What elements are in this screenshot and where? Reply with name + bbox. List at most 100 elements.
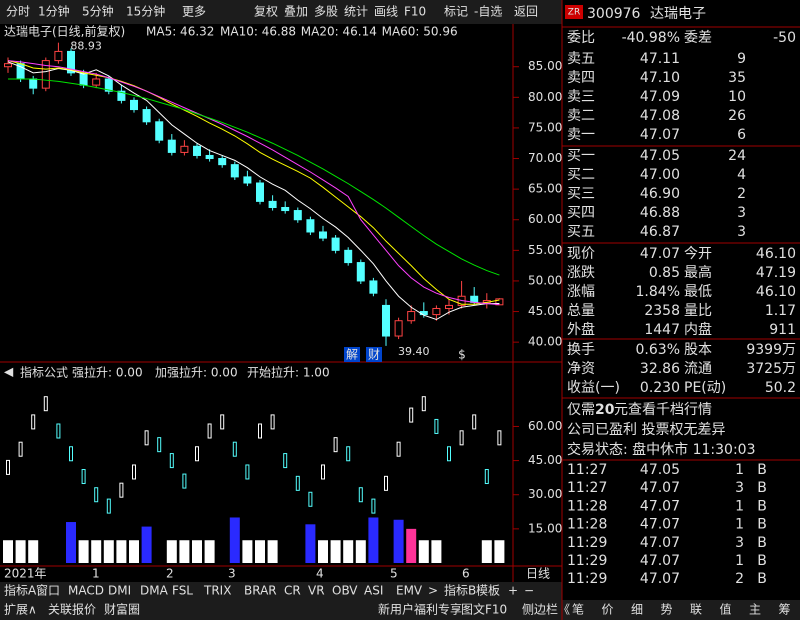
- signal-bar: [255, 540, 265, 563]
- label: 卖三: [567, 89, 595, 105]
- trade-volume: 1: [735, 553, 744, 569]
- label: 买三: [567, 186, 595, 202]
- event-marker[interactable]: 解: [346, 348, 358, 362]
- toolbar-button[interactable]: 统计: [344, 5, 368, 19]
- event-marker[interactable]: 财: [368, 348, 380, 362]
- value: 0.230: [640, 380, 680, 396]
- y-tick-label: 45.00: [528, 453, 562, 467]
- trade-time: 11:28: [567, 517, 607, 533]
- oscillator: [358, 487, 363, 503]
- tab[interactable]: 侧边栏《: [522, 602, 570, 617]
- candle-body: [142, 109, 151, 123]
- quote-tab[interactable]: 笔: [572, 602, 584, 617]
- signal-bar: [418, 540, 429, 563]
- tab[interactable]: +: [508, 584, 518, 598]
- period[interactable]: 日线: [526, 567, 550, 581]
- trade-time: 11:29: [567, 535, 607, 551]
- candle-body: [256, 182, 264, 202]
- toolbar-button[interactable]: 分时: [6, 5, 30, 19]
- tab[interactable]: VR: [308, 584, 325, 598]
- high-annotation: 88.93: [70, 40, 102, 53]
- toolbar-button[interactable]: 5分钟: [82, 4, 114, 19]
- indicator-name[interactable]: 指标公式: [20, 365, 68, 380]
- x-label: 4: [316, 567, 324, 581]
- value: 47.07: [640, 246, 680, 262]
- tab[interactable]: 模板: [476, 584, 500, 598]
- toolbar-button[interactable]: 叠加: [284, 5, 308, 19]
- quote-tab[interactable]: 价: [601, 603, 613, 617]
- collapse-icon[interactable]: ◀: [4, 365, 14, 379]
- tab[interactable]: EMV: [396, 584, 423, 598]
- tab[interactable]: 新用户福利专享: [378, 602, 462, 617]
- signal-bar: [166, 540, 177, 563]
- signal-bar: [15, 540, 26, 563]
- label: 流通: [684, 361, 712, 377]
- quote-tab[interactable]: 值: [719, 602, 731, 617]
- tab[interactable]: DMA: [140, 584, 169, 598]
- value: 50.2: [765, 380, 796, 396]
- oscillator: [69, 446, 73, 462]
- quote-tab[interactable]: 主: [749, 603, 761, 617]
- tab[interactable]: MACD: [68, 584, 104, 598]
- volume: 9: [737, 51, 746, 67]
- toolbar-button[interactable]: 1分钟: [38, 4, 70, 19]
- tab[interactable]: DMI: [108, 584, 131, 598]
- tab[interactable]: 指标B: [444, 583, 476, 598]
- candle-body: [4, 63, 12, 68]
- ma-legend: MA60: 50.96: [382, 25, 458, 39]
- tab[interactable]: 扩展∧: [4, 603, 37, 617]
- value: 46.10: [756, 246, 796, 262]
- tab[interactable]: CR: [284, 584, 301, 598]
- toolbar-button[interactable]: 多股: [314, 5, 338, 19]
- signal-bar: [66, 522, 76, 563]
- toolbar-button[interactable]: 返回: [514, 5, 538, 19]
- oscillator: [447, 446, 451, 462]
- quote-tab[interactable]: 势: [660, 603, 672, 617]
- candle-body: [104, 78, 113, 92]
- quote-tab[interactable]: 筹: [778, 603, 790, 617]
- toolbar-button[interactable]: 画线: [374, 5, 398, 19]
- tab[interactable]: −: [524, 584, 534, 598]
- y-tick-label: 80.00: [528, 90, 562, 104]
- oscillator: [81, 469, 86, 485]
- toolbar-button[interactable]: 15分钟: [126, 4, 165, 19]
- promo[interactable]: 元查看千档行情: [614, 402, 712, 418]
- oscillator: [484, 469, 489, 485]
- candle-body: [67, 50, 75, 74]
- y-tick-label: 40.00: [528, 335, 562, 349]
- candle-body: [268, 200, 277, 208]
- trade-volume: 1: [735, 462, 744, 478]
- oscillator: [56, 423, 61, 439]
- tab[interactable]: 指标A: [4, 583, 37, 598]
- toolbar-button[interactable]: 复权: [254, 5, 278, 19]
- tab[interactable]: OBV: [332, 584, 358, 598]
- tab[interactable]: FSL: [172, 584, 193, 598]
- promo[interactable]: 20: [595, 402, 615, 418]
- toolbar-button[interactable]: -自选: [474, 5, 502, 19]
- toolbar-button[interactable]: F10: [404, 5, 426, 19]
- tab[interactable]: 窗口: [36, 584, 60, 598]
- label: 卖四: [567, 70, 595, 86]
- tab[interactable]: 图文F10: [461, 602, 507, 617]
- candle-body: [117, 90, 126, 101]
- signal-bar: [3, 540, 13, 563]
- volume: 2: [737, 186, 746, 202]
- tab[interactable]: ASI: [364, 584, 383, 598]
- event-marker[interactable]: $: [458, 348, 466, 362]
- tab[interactable]: TRIX: [203, 584, 231, 598]
- candle-body: [495, 298, 504, 306]
- tab[interactable]: >: [428, 584, 438, 598]
- quote-tab[interactable]: 细: [631, 603, 643, 617]
- x-label: 2: [166, 567, 174, 581]
- toolbar-button[interactable]: 更多: [182, 5, 206, 19]
- label: 总量: [567, 303, 595, 319]
- toolbar-button[interactable]: 标记: [444, 5, 468, 19]
- tab[interactable]: BRAR: [244, 584, 277, 598]
- tab[interactable]: 财富圈: [104, 602, 140, 617]
- oscillator: [144, 430, 149, 446]
- quote-tab[interactable]: 联: [690, 603, 702, 617]
- promo[interactable]: 仅需: [567, 402, 595, 418]
- trade-time: 11:28: [567, 498, 607, 514]
- tab[interactable]: 关联报价: [48, 602, 96, 617]
